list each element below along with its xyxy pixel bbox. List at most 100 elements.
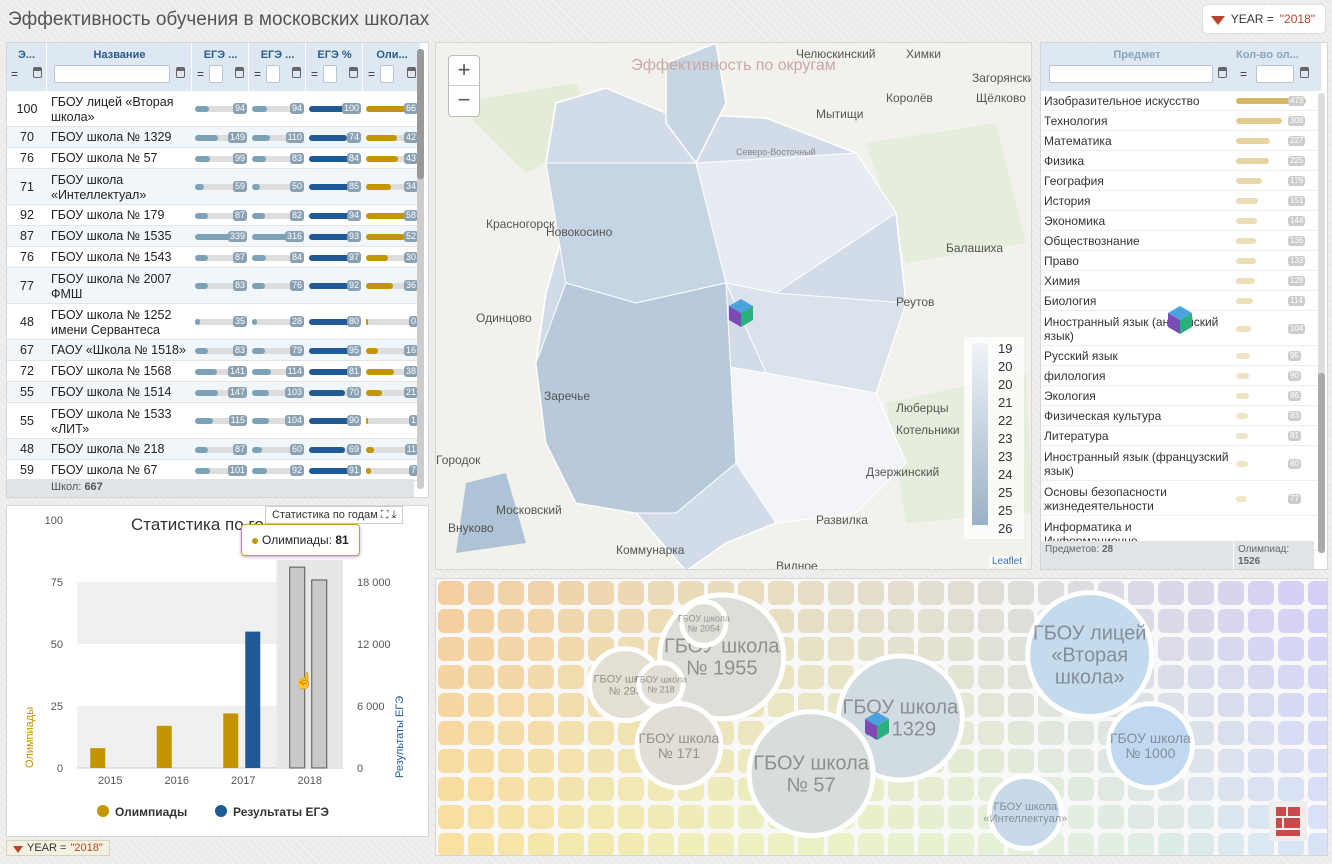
subject-row[interactable]: Физика 225 [1041, 151, 1321, 171]
column-header[interactable]: Оли... = [364, 43, 421, 91]
bar-value-label: 101 [227, 464, 247, 476]
voronoi-treemap-panel[interactable]: ГБОУ школа № 1955 ГБОУ школа № 1329 ГБОУ лиц… [435, 578, 1328, 856]
legend-label: Результаты ЕГЭ [233, 805, 329, 819]
column-header[interactable]: ЕГЭ % = [307, 43, 363, 91]
zoom-in-button[interactable]: + [449, 56, 479, 86]
value-bar: 34 [366, 181, 418, 192]
range-filter-input[interactable] [323, 65, 337, 83]
lock-icon[interactable] [407, 67, 416, 78]
bar-value-label: 87 [232, 443, 247, 455]
bottom-year-filter[interactable]: YEAR = "2018" [6, 840, 110, 856]
table-row[interactable]: 100 ГБОУ лицей «Вторая школа» 94 94 100 66 [7, 91, 421, 127]
column-header[interactable]: ЕГЭ ... = [250, 43, 306, 91]
table-scrollbar-track[interactable] [417, 49, 424, 489]
footer-value: 667 [84, 481, 103, 493]
column-header[interactable]: Название [48, 43, 192, 91]
table-row[interactable]: 59 ГБОУ школа № 67 101 92 91 7 [7, 460, 421, 481]
table-row[interactable]: 70 ГБОУ школа № 1329 149 110 74 42 [7, 127, 421, 148]
voronoi-cell-label: № 57 [786, 774, 835, 796]
year-filter-button[interactable]: YEAR = "2018" [1201, 4, 1326, 34]
count-bar [1236, 373, 1250, 379]
lock-icon[interactable] [33, 67, 42, 78]
subject-row[interactable]: Русский язык 95 [1041, 346, 1321, 366]
range-filter-input[interactable] [380, 65, 394, 83]
value-bar: 92 [252, 464, 304, 476]
subject-row[interactable]: Математика 227 [1041, 131, 1321, 151]
lock-icon[interactable] [176, 67, 185, 78]
equals-icon[interactable]: = [311, 67, 319, 81]
lock-icon[interactable] [1300, 67, 1309, 78]
table-row[interactable]: 92 ГБОУ школа № 179 87 82 94 58 [7, 205, 421, 226]
column-header[interactable]: Э... = [7, 43, 47, 91]
subject-row[interactable]: Химия 128 [1041, 271, 1321, 291]
value-bar: 66 [366, 103, 418, 114]
table-row[interactable]: 48 ГБОУ школа № 1252 имени Сервантеса 35 28… [7, 304, 421, 340]
subject-row[interactable]: Изобразительное искусство 473 [1041, 91, 1321, 111]
count-value: 473 [1288, 96, 1306, 106]
lock-icon[interactable] [235, 67, 244, 78]
subject-row[interactable]: Экономика 144 [1041, 211, 1321, 231]
subject-name: Русский язык [1044, 349, 1118, 363]
subject-row[interactable]: География 176 [1041, 171, 1321, 191]
equals-icon[interactable]: = [368, 67, 376, 81]
subject-row[interactable]: Физическая культура 83 [1041, 406, 1321, 426]
subject-row[interactable]: Обществознание 136 [1041, 231, 1321, 251]
districts-map-panel[interactable]: Челюскинский Химки Королёв Загорянский Щёлко… [435, 42, 1032, 570]
subject-filter-input[interactable] [1049, 65, 1213, 83]
value-bar: 81 [309, 365, 361, 377]
column-header[interactable]: ЕГЭ ... = [193, 43, 249, 91]
table-row[interactable]: 55 ГБОУ школа № 1514 147 103 70 21 [7, 382, 421, 403]
fullscreen-icon[interactable]: ⛶ [380, 509, 389, 521]
col-count[interactable]: Кол-во ол... [1236, 49, 1299, 61]
value-bar: 92 [309, 280, 361, 291]
voronoi-cell [986, 774, 1064, 852]
lock-icon[interactable] [292, 67, 301, 78]
table-row[interactable]: 71 ГБОУ школа «Интеллектуал» 59 50 85 34 [7, 169, 421, 205]
col-subject[interactable]: Предмет [1113, 49, 1161, 61]
value-bar: 82 [252, 209, 304, 221]
range-filter-input[interactable] [209, 65, 223, 83]
count-value: 104 [1288, 323, 1306, 334]
legend-label: 26 [998, 521, 1013, 536]
table-row[interactable]: 77 ГБОУ школа № 2007 ФМШ 83 76 92 36 [7, 268, 421, 304]
subject-row[interactable]: Экология 86 [1041, 386, 1321, 406]
subjects-scrollbar-track[interactable] [1318, 93, 1325, 553]
table-row[interactable]: 87 ГБОУ школа № 1535 339 316 93 52 [7, 226, 421, 247]
table-row[interactable]: 55 ГБОУ школа № 1533 «ЛИТ» 115 104 90 1 [7, 403, 421, 439]
equals-icon[interactable]: = [254, 67, 262, 81]
school-name: ГБОУ лицей «Вторая школа» [51, 94, 174, 124]
subjects-scrollbar-thumb[interactable] [1318, 373, 1325, 553]
name-filter-input[interactable] [54, 65, 170, 83]
subject-row[interactable]: Право 133 [1041, 251, 1321, 271]
legend-label: Олимпиады [115, 805, 187, 819]
lock-icon[interactable] [349, 67, 358, 78]
subject-row[interactable]: Технология 308 [1041, 111, 1321, 131]
table-scrollbar-thumb[interactable] [417, 49, 424, 179]
subject-row[interactable]: Литература 81 [1041, 426, 1321, 446]
count-bar [1236, 393, 1249, 399]
lock-icon[interactable] [1218, 67, 1227, 78]
value-bar: 87 [195, 209, 247, 221]
equals-icon[interactable]: = [197, 67, 205, 81]
table-row[interactable]: 48 ГБОУ школа № 218 87 60 69 11 [7, 439, 421, 460]
download-icon[interactable]: ⤓ [391, 509, 397, 521]
subject-row[interactable]: История 151 [1041, 191, 1321, 211]
table-row[interactable]: 76 ГБОУ школа № 1543 87 84 97 30 [7, 247, 421, 268]
table-row[interactable]: 72 ГБОУ школа № 1568 141 114 81 38 [7, 361, 421, 382]
leaflet-attribution-link[interactable]: Leaflet [988, 556, 1025, 567]
table-row[interactable]: 67 ГАОУ «Школа № 1518» 83 79 95 16 [7, 340, 421, 361]
zoom-out-button[interactable]: − [457, 87, 471, 112]
range-filter-input[interactable] [266, 65, 280, 83]
table-row[interactable]: 76 ГБОУ школа № 57 99 83 84 43 [7, 148, 421, 169]
subject-name: Биология [1044, 294, 1097, 308]
value-bar: 339 [195, 230, 247, 242]
subject-row[interactable]: филология 90 [1041, 366, 1321, 386]
subject-row[interactable]: Иностранный язык (французский язык) 80 [1041, 446, 1321, 481]
bar-ege [311, 579, 328, 769]
subject-row[interactable]: Основы безопасности жизнедеятельности 77 [1041, 481, 1321, 516]
count-filter-input[interactable] [1256, 65, 1294, 83]
moscow-map[interactable] [436, 43, 1032, 570]
equals-icon[interactable]: = [1240, 67, 1248, 81]
equals-icon[interactable]: = [11, 67, 19, 81]
